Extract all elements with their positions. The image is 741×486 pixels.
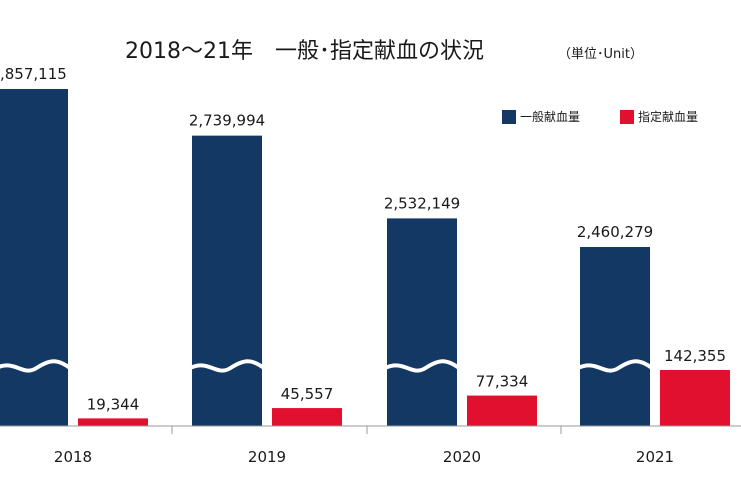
x-tick-label-2021: 2021 bbox=[636, 448, 674, 466]
legend: 一般献血量 指定献血量 bbox=[502, 109, 698, 124]
bar-general-2020 bbox=[387, 218, 457, 426]
bars bbox=[0, 89, 730, 426]
bar-general-2021 bbox=[580, 247, 650, 426]
bar-designated-2021 bbox=[660, 370, 730, 426]
value-labels: ,857,115 19,344 2,739,994 45,557 2,532,149 77… bbox=[0, 65, 726, 413]
value-label-designated-2019: 45,557 bbox=[281, 385, 334, 403]
value-label-designated-2021: 142,355 bbox=[664, 347, 726, 365]
legend-swatch-designated bbox=[620, 110, 634, 124]
x-tick-label-2019: 2019 bbox=[248, 448, 286, 466]
legend-swatch-general bbox=[502, 110, 516, 124]
bar-designated-2019 bbox=[272, 408, 342, 426]
bar-general-2019 bbox=[192, 135, 262, 426]
value-label-general-2019: 2,739,994 bbox=[189, 112, 265, 130]
chart-unit-note: （単位･Unit） bbox=[558, 46, 643, 62]
x-axis-ticks bbox=[171, 426, 562, 434]
legend-label-general: 一般献血量 bbox=[520, 109, 580, 124]
x-tick-label-2020: 2020 bbox=[443, 448, 481, 466]
break-wave-2020 bbox=[384, 359, 461, 373]
value-label-designated-2018: 19,344 bbox=[87, 395, 140, 413]
bar-designated-2018 bbox=[78, 418, 148, 426]
value-label-general-2021: 2,460,279 bbox=[577, 223, 653, 241]
value-label-designated-2020: 77,334 bbox=[476, 373, 529, 391]
bar-general-2018 bbox=[0, 89, 68, 426]
break-wave-2018 bbox=[0, 359, 72, 373]
x-axis-tick-labels: 2018 2019 2020 2021 bbox=[54, 448, 674, 466]
break-wave-2019 bbox=[189, 359, 266, 373]
break-wave-2021 bbox=[577, 359, 654, 373]
bar-designated-2020 bbox=[467, 395, 537, 426]
value-label-general-2018: ,857,115 bbox=[0, 65, 67, 83]
x-tick-label-2018: 2018 bbox=[54, 448, 92, 466]
legend-label-designated: 指定献血量 bbox=[638, 109, 698, 124]
value-label-general-2020: 2,532,149 bbox=[384, 194, 460, 212]
axis-break-marks bbox=[0, 359, 654, 373]
chart-title: 2018～21年 一般･指定献血の状況 bbox=[125, 39, 484, 64]
